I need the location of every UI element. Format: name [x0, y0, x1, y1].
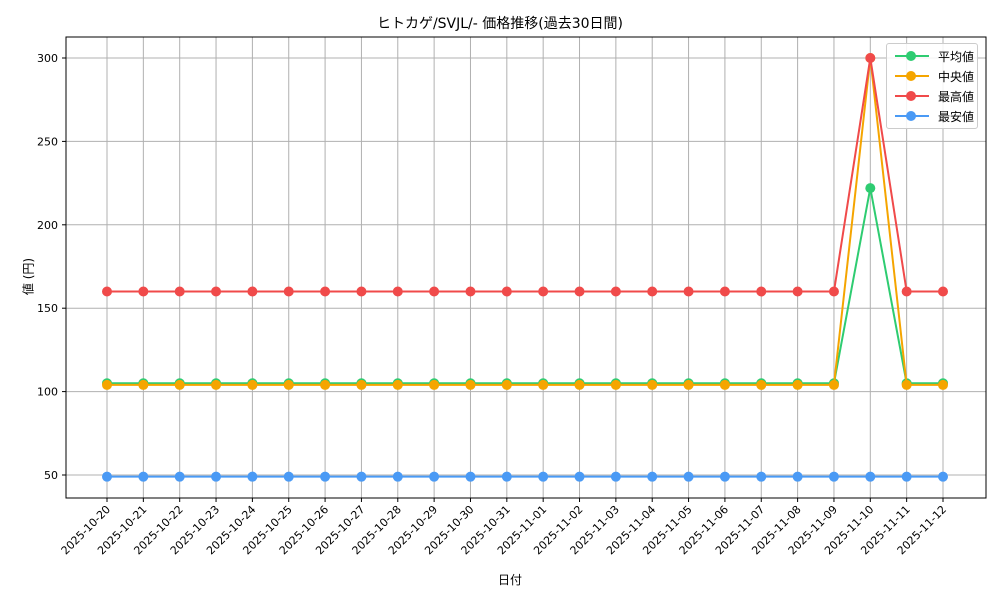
- data-point: [392, 379, 403, 390]
- data-point: [247, 379, 258, 390]
- y-tick-label: 300: [37, 52, 58, 65]
- data-point: [320, 379, 331, 390]
- data-point: [719, 379, 730, 390]
- data-point: [792, 471, 803, 482]
- data-point: [102, 471, 112, 482]
- x-axis-label: 日付: [497, 573, 522, 587]
- legend-marker-icon: [906, 111, 916, 121]
- legend-label: 最安値: [938, 110, 975, 124]
- data-point: [938, 379, 948, 390]
- y-tick-label: 200: [37, 219, 58, 232]
- data-point: [865, 183, 876, 194]
- data-point: [756, 286, 767, 297]
- data-point: [465, 379, 476, 390]
- data-point: [828, 471, 839, 482]
- data-point: [647, 471, 658, 482]
- data-point: [247, 286, 258, 297]
- data-point: [683, 286, 694, 297]
- data-point: [647, 286, 658, 297]
- data-point: [356, 471, 367, 482]
- data-point: [610, 379, 621, 390]
- legend-label: 中央値: [938, 70, 975, 84]
- data-point: [429, 471, 440, 482]
- data-point: [283, 286, 294, 297]
- data-point: [938, 286, 948, 297]
- data-point: [283, 379, 294, 390]
- data-point: [901, 286, 912, 297]
- legend-label: 平均値: [938, 50, 975, 64]
- y-tick-label: 50: [44, 469, 58, 482]
- data-point: [465, 471, 476, 482]
- data-point: [392, 286, 403, 297]
- data-point: [247, 471, 258, 482]
- data-point: [429, 286, 440, 297]
- chart-title: ヒトカゲ/SVJL/- 価格推移(過去30日間): [376, 16, 624, 32]
- data-point: [756, 379, 767, 390]
- data-point: [501, 471, 512, 482]
- data-point: [865, 53, 876, 63]
- data-point: [174, 379, 185, 390]
- data-point: [901, 379, 912, 390]
- y-tick-label: 250: [37, 135, 58, 148]
- data-point: [138, 379, 149, 390]
- data-point: [320, 286, 331, 297]
- legend-item: 中央値: [893, 67, 977, 87]
- data-point: [138, 286, 149, 297]
- legend-marker-icon: [906, 71, 916, 81]
- data-point: [211, 379, 222, 390]
- data-point: [102, 286, 112, 297]
- data-point: [647, 379, 658, 390]
- data-point: [719, 286, 730, 297]
- data-point: [538, 471, 549, 482]
- data-point: [501, 379, 512, 390]
- data-point: [938, 471, 948, 482]
- data-point: [865, 471, 876, 482]
- legend-item: 最高値: [893, 87, 977, 107]
- legend-item: 最安値: [893, 107, 977, 127]
- series-line: [107, 57, 943, 386]
- data-point: [102, 379, 112, 390]
- legend: 平均値中央値最高値最安値: [886, 43, 978, 129]
- legend-marker-icon: [906, 51, 916, 61]
- legend-marker-icon: [906, 91, 916, 101]
- data-point: [174, 286, 185, 297]
- plot-frame: [65, 36, 987, 499]
- data-point: [356, 379, 367, 390]
- legend-label: 最高値: [938, 90, 975, 104]
- data-point: [538, 379, 549, 390]
- data-point: [610, 286, 621, 297]
- data-point: [538, 286, 549, 297]
- data-point: [429, 379, 440, 390]
- series-line: [107, 187, 943, 385]
- data-point: [828, 379, 839, 390]
- data-point: [283, 471, 294, 482]
- data-point: [174, 471, 185, 482]
- data-point: [683, 471, 694, 482]
- data-point: [501, 286, 512, 297]
- data-point: [211, 286, 222, 297]
- y-tick-label: 150: [37, 302, 58, 315]
- data-point: [901, 471, 912, 482]
- data-point: [574, 471, 585, 482]
- data-point: [792, 286, 803, 297]
- data-point: [610, 471, 621, 482]
- data-point: [356, 286, 367, 297]
- data-point: [719, 471, 730, 482]
- data-point: [683, 379, 694, 390]
- legend-item: 平均値: [893, 47, 977, 67]
- data-point: [465, 286, 476, 297]
- data-point: [828, 286, 839, 297]
- data-point: [211, 471, 222, 482]
- y-tick-label: 100: [37, 386, 58, 399]
- data-point: [756, 471, 767, 482]
- data-point: [392, 471, 403, 482]
- data-point: [574, 379, 585, 390]
- series-line: [107, 57, 943, 293]
- data-point: [320, 471, 331, 482]
- data-point: [138, 471, 149, 482]
- data-point: [792, 379, 803, 390]
- data-point: [574, 286, 585, 297]
- y-axis-label: 値 (円): [21, 257, 36, 296]
